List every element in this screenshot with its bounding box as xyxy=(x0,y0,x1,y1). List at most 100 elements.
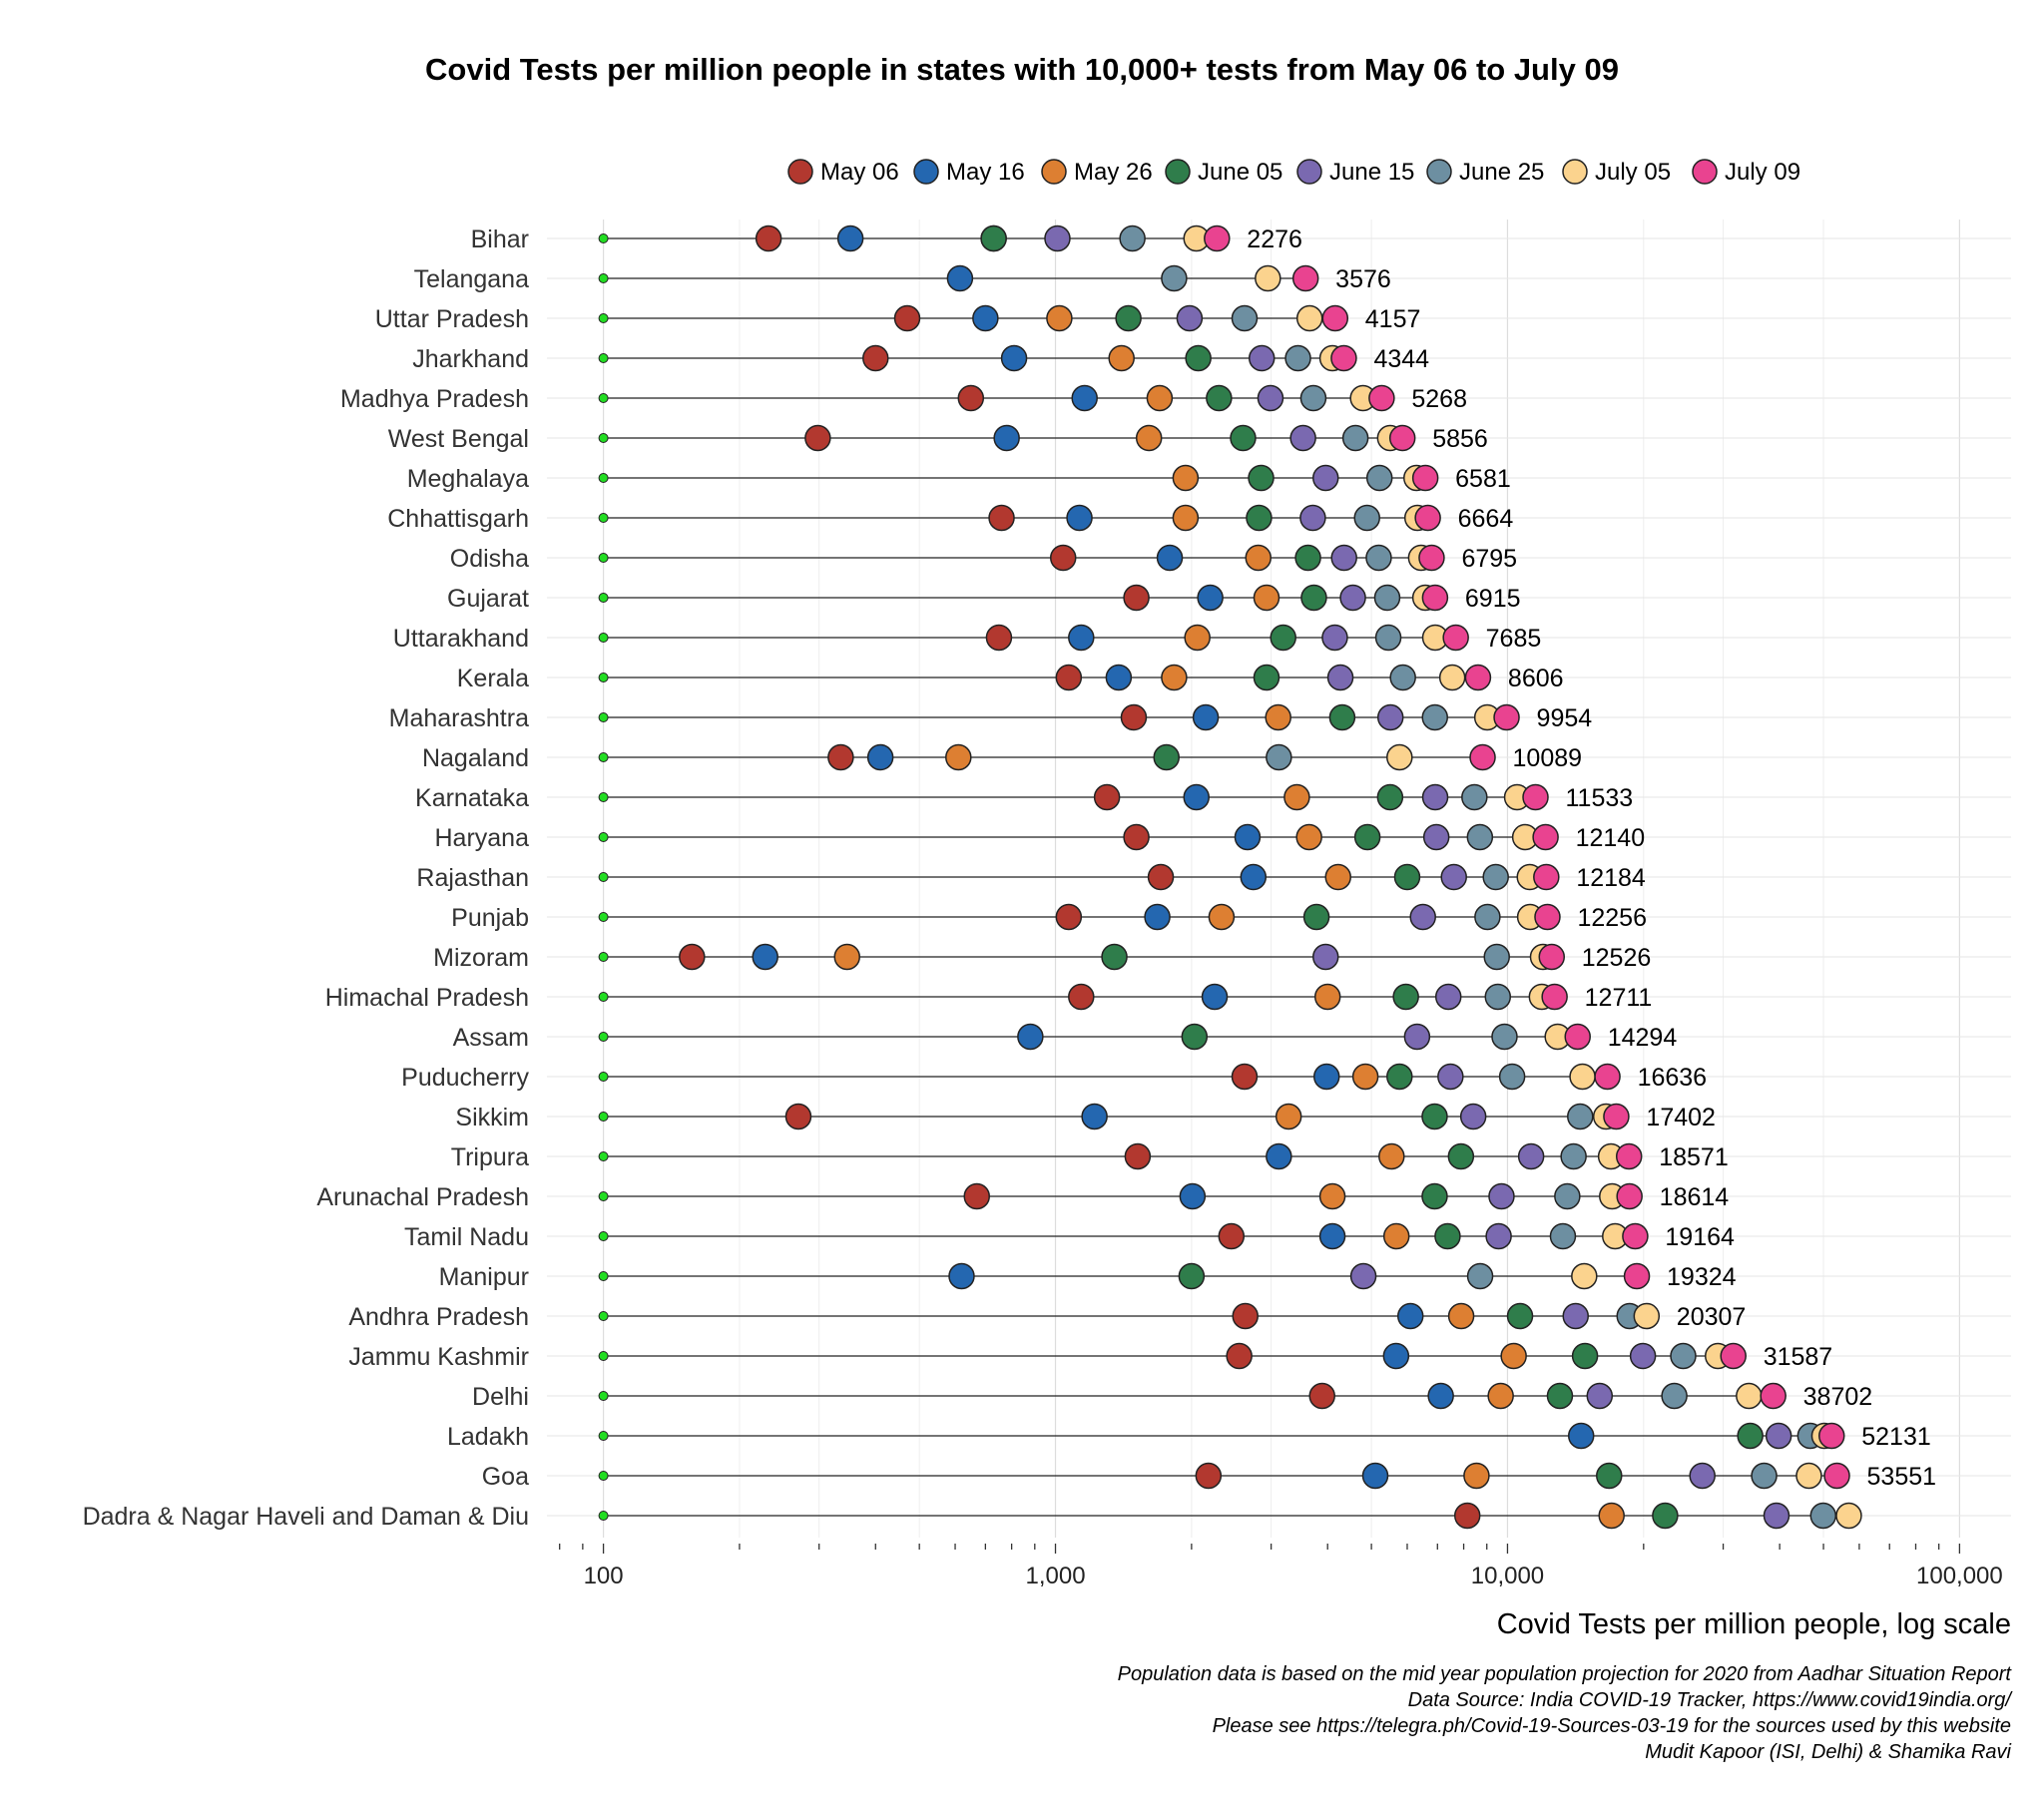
baseline-dot xyxy=(598,1311,609,1321)
data-point-may-06 xyxy=(893,304,921,332)
data-point-june-05 xyxy=(1421,1103,1448,1130)
value-label: 5856 xyxy=(1432,425,1488,453)
data-point-may-16 xyxy=(1567,1422,1595,1450)
data-point-june-25 xyxy=(1491,1023,1518,1051)
value-label: 6915 xyxy=(1465,585,1521,613)
data-point-july-05 xyxy=(1386,743,1413,771)
data-point-may-06 xyxy=(1123,584,1150,612)
legend: May 06 May 16 May 26 June 05 June 15 June 25 J… xyxy=(787,159,1800,186)
data-point-june-15 xyxy=(1422,823,1450,851)
data-point-may-26 xyxy=(1245,544,1273,572)
row-punjab: Punjab 12256 xyxy=(451,903,2011,932)
data-point-june-25 xyxy=(1284,344,1311,372)
data-point-may-16 xyxy=(1068,624,1095,652)
data-point-may-26 xyxy=(1598,1502,1625,1530)
data-point-may-16 xyxy=(1105,664,1133,691)
data-point-july-09 xyxy=(1622,1222,1649,1250)
data-point-june-15 xyxy=(1299,504,1326,532)
data-point-june-05 xyxy=(1386,1063,1413,1091)
data-point-may-16 xyxy=(1427,1382,1454,1410)
data-point-june-05 xyxy=(1294,544,1321,572)
data-point-june-15 xyxy=(1488,1182,1515,1210)
data-point-june-25 xyxy=(1231,304,1259,332)
data-point-june-15 xyxy=(1257,384,1284,412)
data-point-june-05 xyxy=(1393,863,1421,891)
data-point-june-05 xyxy=(1248,464,1275,492)
data-point-may-26 xyxy=(1313,983,1341,1011)
data-point-may-06 xyxy=(1055,664,1083,691)
data-point-may-06 xyxy=(963,1182,990,1210)
data-point-july-09 xyxy=(1823,1462,1850,1490)
data-point-may-16 xyxy=(1081,1103,1108,1130)
data-point-may-26 xyxy=(1378,1142,1405,1170)
state-label: Odisha xyxy=(450,545,529,573)
data-point-july-05 xyxy=(1295,304,1323,332)
row-telangana: Telangana 3576 xyxy=(414,264,2011,293)
row-andhra-pradesh: Andhra Pradesh 20307 xyxy=(348,1302,2011,1331)
data-point-july-09 xyxy=(1291,264,1319,292)
data-point-june-05 xyxy=(1185,344,1212,372)
data-point-july-09 xyxy=(1532,823,1559,851)
data-point-june-25 xyxy=(1474,903,1501,931)
row-jharkhand: Jharkhand 4344 xyxy=(412,344,2011,373)
row-assam: Assam 14294 xyxy=(453,1023,2011,1052)
state-label: Goa xyxy=(482,1463,529,1491)
data-point-may-06 xyxy=(827,743,854,771)
data-point-june-05 xyxy=(1737,1422,1764,1450)
row-haryana: Haryana 12140 xyxy=(435,823,2011,852)
data-point-june-25 xyxy=(1299,384,1327,412)
row-odisha: Odisha 6795 xyxy=(450,544,2011,573)
row-karnataka: Karnataka 11533 xyxy=(415,783,2011,812)
data-point-july-09 xyxy=(1321,304,1349,332)
data-point-june-15 xyxy=(1321,624,1348,652)
data-point-may-16 xyxy=(1156,544,1184,572)
data-point-may-16 xyxy=(1179,1182,1207,1210)
value-label: 2276 xyxy=(1247,226,1302,253)
data-point-may-06 xyxy=(1308,1382,1335,1410)
data-point-may-06 xyxy=(1120,703,1148,731)
data-point-june-05 xyxy=(1571,1342,1599,1370)
baseline-dot xyxy=(598,1431,609,1441)
data-point-july-09 xyxy=(1616,1182,1643,1210)
data-point-may-06 xyxy=(784,1103,812,1130)
data-point-july-05 xyxy=(1438,664,1466,691)
x-tick-label: 10,000 xyxy=(1471,1563,1544,1589)
data-point-july-09 xyxy=(1418,544,1445,572)
data-point-may-06 xyxy=(755,225,782,252)
data-point-may-16 xyxy=(1382,1342,1410,1370)
data-point-june-25 xyxy=(1353,504,1380,532)
caption-line-1: Population data is based on the mid year… xyxy=(1118,1663,2013,1685)
data-point-june-15 xyxy=(1459,1103,1487,1130)
data-point-may-06 xyxy=(804,424,831,452)
data-point-june-05 xyxy=(1181,1023,1209,1051)
baseline-dot xyxy=(598,233,609,243)
state-label: Maharashtra xyxy=(389,704,529,732)
x-tick-label: 100,000 xyxy=(1916,1563,2003,1589)
data-point-june-25 xyxy=(1751,1462,1778,1490)
data-point-may-16 xyxy=(1197,584,1224,612)
data-point-may-06 xyxy=(1049,544,1077,572)
data-point-may-06 xyxy=(1055,903,1083,931)
data-point-june-25 xyxy=(1498,1063,1526,1091)
state-label: Andhra Pradesh xyxy=(348,1303,529,1331)
legend-marker xyxy=(1165,159,1191,185)
x-tick-label: 100 xyxy=(584,1563,624,1589)
row-goa: Goa 53551 xyxy=(482,1462,2011,1491)
row-sikkim: Sikkim 17402 xyxy=(455,1103,2011,1131)
data-point-june-25 xyxy=(1809,1502,1837,1530)
data-point-june-15 xyxy=(1311,943,1339,971)
legend-label: July 05 xyxy=(1595,159,1671,186)
data-point-may-06 xyxy=(985,624,1013,652)
data-point-june-05 xyxy=(980,225,1007,252)
row-chhattisgarh: Chhattisgarh 6664 xyxy=(387,504,2011,533)
data-point-may-26 xyxy=(1275,1103,1302,1130)
data-point-july-09 xyxy=(1720,1342,1747,1370)
value-label: 6795 xyxy=(1461,545,1517,573)
row-dadra-nagar-haveli-and-daman-diu: Dadra & Nagar Haveli and Daman & Diu xyxy=(83,1502,2011,1531)
data-point-july-09 xyxy=(1414,504,1441,532)
state-label: Puducherry xyxy=(401,1064,529,1092)
data-point-may-26 xyxy=(1108,344,1135,372)
data-point-june-25 xyxy=(1119,225,1146,252)
data-point-june-05 xyxy=(1546,1382,1574,1410)
state-label: Assam xyxy=(453,1024,529,1052)
